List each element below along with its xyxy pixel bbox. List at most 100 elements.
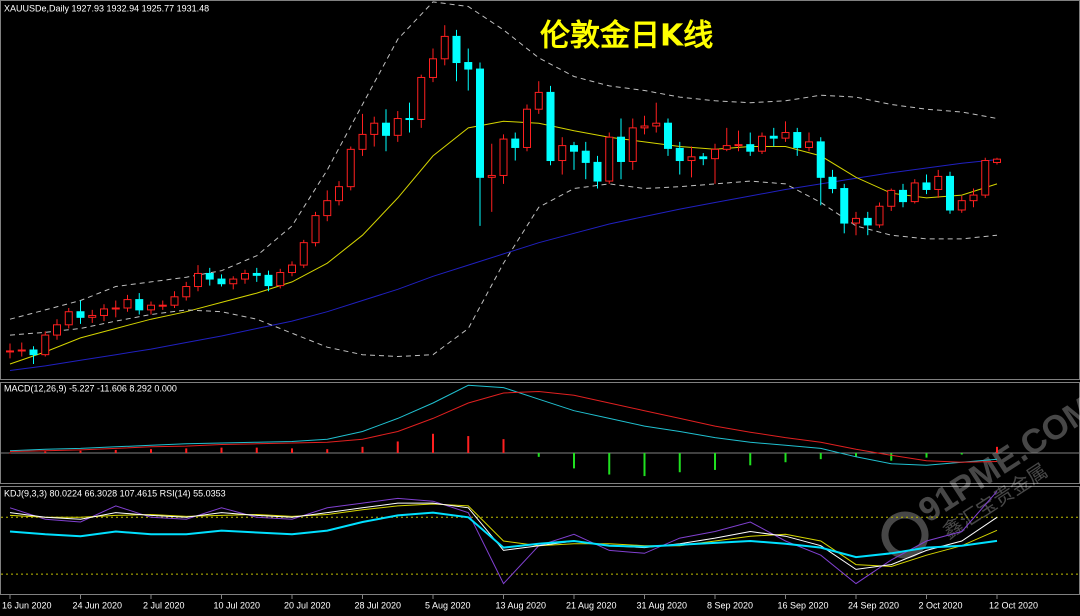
macd-header: MACD(12,26,9) -5.227 -11.606 8.292 0.000: [4, 383, 177, 393]
candle-body: [194, 272, 202, 288]
candle-body: [499, 138, 508, 176]
candle-body: [922, 182, 931, 190]
candle-body: [393, 118, 402, 136]
candle-body: [311, 215, 320, 244]
macd-bar: [326, 449, 329, 453]
x-tick-label: 10 Jul 2020: [214, 600, 261, 610]
candle-body: [511, 138, 520, 148]
macd-bar: [255, 447, 258, 453]
candle-body: [781, 132, 790, 139]
candle-body: [252, 272, 261, 276]
x-tick-label: 31 Aug 2020: [637, 600, 688, 610]
candle-body: [746, 144, 755, 152]
candle-body: [664, 122, 672, 149]
candle-body: [558, 145, 567, 162]
candle-body: [429, 58, 437, 78]
kdj-line: [9, 490, 998, 585]
candle-body: [593, 161, 602, 182]
candle-body: [769, 135, 778, 139]
candle-body: [793, 132, 802, 148]
candle-body: [170, 296, 179, 306]
candle-body: [758, 135, 766, 152]
macd-bar: [925, 453, 928, 458]
candle-body: [335, 186, 343, 202]
candle-body: [675, 147, 684, 162]
candle-body: [581, 150, 590, 163]
candle-body: [111, 307, 120, 310]
candle-body: [135, 299, 144, 311]
candle-body: [241, 272, 249, 280]
candle-body: [382, 122, 390, 136]
candle-body: [546, 91, 555, 162]
watermark-logo: [881, 511, 929, 559]
candle-body: [64, 311, 73, 326]
macd-bar: [502, 439, 505, 453]
candle-body: [699, 156, 708, 160]
candle-body: [981, 160, 990, 196]
macd-bar: [643, 453, 646, 477]
x-tick-label: 2 Jul 2020: [143, 600, 185, 610]
macd-bar: [9, 453, 11, 454]
kdj-line: [9, 503, 998, 568]
macd-bar: [855, 453, 857, 457]
macd-bar: [678, 453, 681, 473]
macd-bar: [114, 449, 117, 453]
candle-body: [946, 175, 954, 211]
candle-body: [417, 76, 426, 120]
candle-body: [158, 304, 167, 307]
x-tick-label: 5 Aug 2020: [425, 600, 471, 610]
x-tick-label: 24 Sep 2020: [848, 600, 899, 610]
macd-bar: [44, 451, 47, 453]
candle-body: [452, 35, 461, 64]
x-tick-label: 2 Oct 2020: [919, 600, 963, 610]
candle-body: [405, 118, 414, 121]
macd-bar: [467, 436, 470, 453]
macd-bar: [291, 448, 293, 453]
watermark: 91PME.COM 鑫汇宝贵金属: [881, 389, 1080, 559]
candle-body: [370, 122, 379, 135]
x-tick-label: 16 Jun 2020: [2, 600, 52, 610]
candle-body: [887, 189, 896, 207]
candle-body: [6, 350, 14, 353]
macd-bar: [890, 453, 893, 461]
macd-bar: [150, 449, 152, 453]
candle-body: [288, 264, 296, 274]
macd-bar: [996, 446, 998, 453]
candle-body: [805, 141, 813, 148]
kdj-line: [9, 502, 998, 570]
x-tick-label: 21 Aug 2020: [566, 600, 617, 610]
candle-body: [276, 272, 285, 287]
candle-body: [816, 141, 825, 178]
candle-body: [264, 274, 273, 287]
macd-bar: [396, 441, 399, 453]
macd-panel: [0, 382, 1080, 484]
macd-bar: [185, 448, 188, 453]
candle-body: [41, 334, 50, 356]
macd-bar: [220, 447, 223, 453]
x-tick-label: 12 Oct 2020: [989, 600, 1038, 610]
candle-body: [734, 144, 743, 147]
candle-body: [53, 324, 61, 336]
candle-body: [840, 188, 849, 224]
candle-body: [687, 156, 696, 162]
macd-bar: [537, 453, 540, 457]
candle-body: [993, 158, 1001, 163]
candle-body: [229, 278, 238, 285]
macd-bar: [79, 450, 82, 453]
candle-body: [828, 176, 837, 190]
price-header: XAUUSDe,Daily 1927.93 1932.94 1925.77 19…: [4, 3, 209, 13]
candle-body: [182, 286, 191, 298]
candle-body: [100, 308, 108, 316]
x-tick-label: 28 Jul 2020: [355, 600, 402, 610]
candle-body: [957, 200, 966, 211]
x-tick-label: 13 Aug 2020: [496, 600, 547, 610]
x-tick-label: 16 Sep 2020: [778, 600, 829, 610]
candle-body: [29, 349, 38, 356]
candle-body: [910, 182, 919, 203]
candle-body: [852, 217, 860, 224]
macd-bar: [819, 453, 822, 460]
candle-body: [487, 174, 496, 178]
candle-body: [147, 304, 155, 311]
